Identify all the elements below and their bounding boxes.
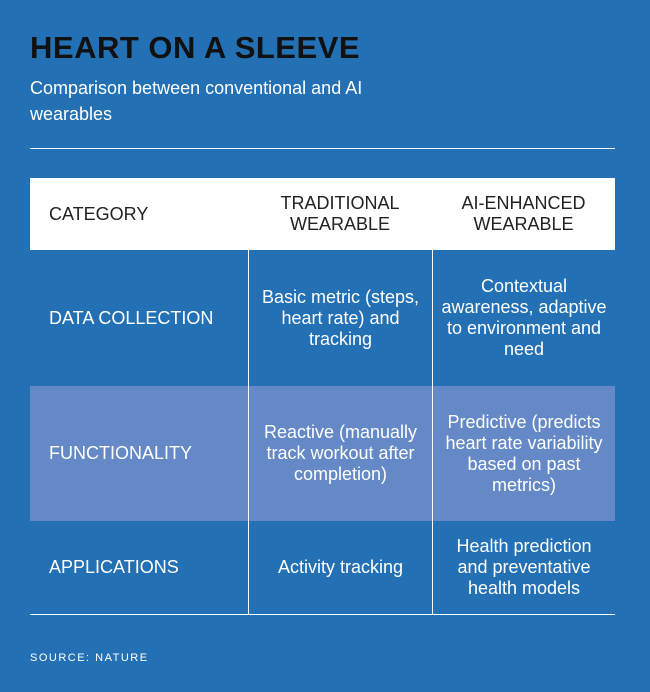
subtitle: Comparison between conventional and AI w… (30, 78, 363, 124)
header-ai-enhanced: AI-ENHANCED WEARABLE (461, 193, 586, 234)
header-traditional: TRADITIONAL WEARABLE (280, 193, 400, 234)
row-category: APPLICATIONS (49, 557, 179, 577)
row-category: FUNCTIONALITY (49, 443, 193, 463)
comparison-table: CATEGORY TRADITIONAL WEARABLE AI-ENHANCE… (30, 178, 615, 615)
table-row: APPLICATIONS Activity tracking Health pr… (30, 521, 615, 615)
table-row: DATA COLLECTION Basic metric (steps, hea… (30, 250, 615, 386)
row-traditional: Basic metric (steps, heart rate) and tra… (248, 250, 432, 386)
table-row: FUNCTIONALITY Reactive (manually track w… (30, 386, 615, 521)
row-ai-enhanced: Predictive (predicts heart rate variabil… (432, 386, 615, 521)
row-category: DATA COLLECTION (49, 307, 214, 328)
title: HEART ON A SLEEVE (30, 30, 361, 65)
header-category: CATEGORY (49, 203, 149, 224)
row-traditional: Reactive (manually track workout after c… (248, 386, 432, 521)
table-header-row: CATEGORY TRADITIONAL WEARABLE AI-ENHANCE… (30, 178, 615, 250)
divider (30, 148, 615, 149)
row-ai-enhanced: Contextual awareness, adaptive to enviro… (432, 250, 615, 386)
row-traditional: Activity tracking (248, 521, 432, 614)
source-note: SOURCE: NATURE (30, 652, 149, 664)
row-ai-enhanced: Health prediction and preventative healt… (432, 521, 615, 614)
